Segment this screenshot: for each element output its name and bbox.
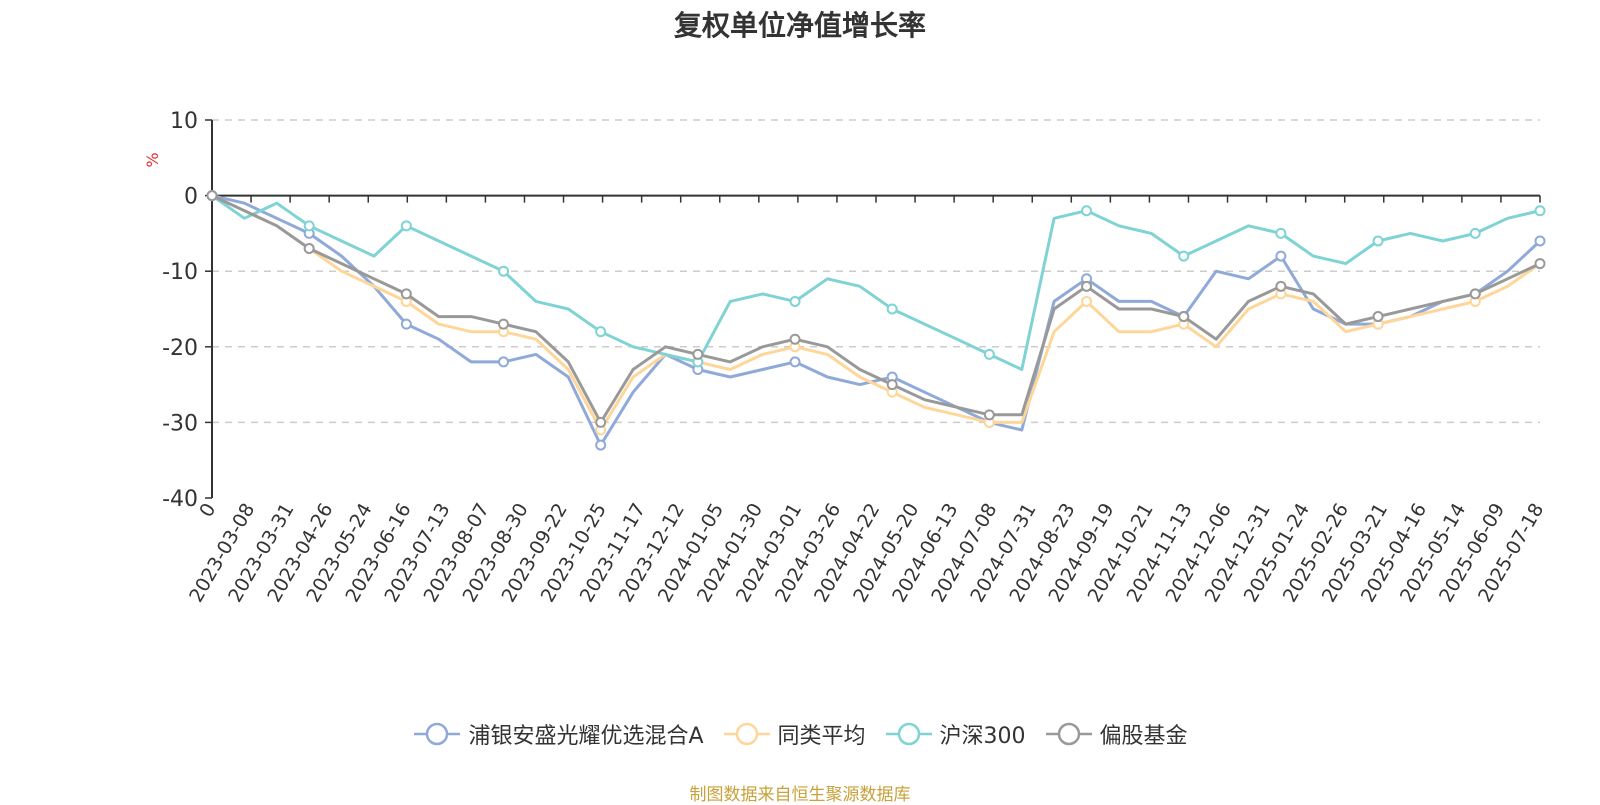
series-point-3 — [498, 318, 510, 330]
series-point-3 — [983, 409, 995, 421]
series-point-2 — [1534, 205, 1546, 217]
series-point-2 — [498, 265, 510, 277]
series-point-2 — [400, 220, 412, 232]
series-point-0 — [595, 439, 607, 451]
y-tick-label: -30 — [162, 411, 198, 436]
legend-label: 偏股基金 — [1099, 724, 1188, 749]
axes: 100-10-20-30-4002023-03-082023-03-312023… — [162, 109, 1548, 606]
y-tick-label: 0 — [184, 185, 198, 210]
series-point-2 — [1275, 227, 1287, 239]
y-tick-label: -40 — [162, 487, 198, 512]
series-point-0 — [1275, 250, 1287, 262]
series-point-3 — [1372, 311, 1384, 323]
legend-marker-icon — [723, 722, 770, 746]
series-point-3 — [1534, 258, 1546, 270]
series-lines — [206, 190, 1546, 451]
series-point-3 — [1275, 280, 1287, 292]
series-point-3 — [1178, 311, 1190, 323]
legend-marker-icon — [414, 722, 461, 746]
series-point-0 — [789, 356, 801, 368]
grid-lines — [212, 119, 1540, 424]
series-point-2 — [983, 348, 995, 360]
source-note: 制图数据来自恒生聚源数据库 — [689, 785, 911, 805]
y-tick-label: -20 — [162, 336, 198, 361]
legend-item-0[interactable]: 浦银安盛光耀优选混合A — [412, 718, 704, 750]
series-point-1 — [1081, 295, 1093, 307]
chart-title: 复权单位净值增长率 — [673, 9, 926, 42]
series-point-0 — [400, 318, 412, 330]
series-point-2 — [303, 220, 315, 232]
legend-marker-icon — [1045, 722, 1092, 746]
series-point-2 — [1081, 205, 1093, 217]
series-point-3 — [692, 348, 704, 360]
series-point-3 — [1081, 280, 1093, 292]
y-tick-label: -10 — [162, 260, 198, 285]
series-point-2 — [595, 326, 607, 338]
legend-label: 沪深300 — [939, 724, 1026, 749]
legend-label: 浦银安盛光耀优选混合A — [468, 724, 704, 749]
series-line-1 — [211, 194, 1541, 432]
series-line-3 — [211, 194, 1541, 424]
series-line-0 — [211, 194, 1542, 447]
series-point-2 — [1469, 227, 1481, 239]
y-tick-label: 10 — [170, 109, 198, 134]
series-point-2 — [886, 303, 898, 315]
legend-item-3[interactable]: 偏股基金 — [1044, 718, 1188, 750]
legend-marker-icon — [885, 722, 932, 746]
legend-item-1[interactable]: 同类平均 — [722, 718, 866, 750]
legend: 浦银安盛光耀优选混合A 同类平均 沪深300 偏股基金 — [0, 718, 1600, 750]
legend-label: 同类平均 — [777, 724, 866, 749]
series-point-0 — [498, 356, 510, 368]
series-point-3 — [1469, 288, 1481, 300]
series-point-3 — [206, 190, 218, 202]
x-tick-label: 0 — [195, 500, 220, 521]
series-point-2 — [789, 295, 801, 307]
series-point-3 — [303, 243, 315, 255]
series-point-2 — [1372, 235, 1384, 247]
series-point-3 — [789, 333, 801, 345]
series-point-2 — [1178, 250, 1190, 262]
series-point-3 — [886, 379, 898, 391]
series-point-3 — [595, 416, 607, 428]
y-axis-unit-label: % — [143, 152, 162, 167]
series-point-0 — [1534, 235, 1546, 247]
legend-item-2[interactable]: 沪深300 — [884, 718, 1026, 750]
series-line-2 — [211, 194, 1541, 371]
series-point-3 — [400, 288, 412, 300]
